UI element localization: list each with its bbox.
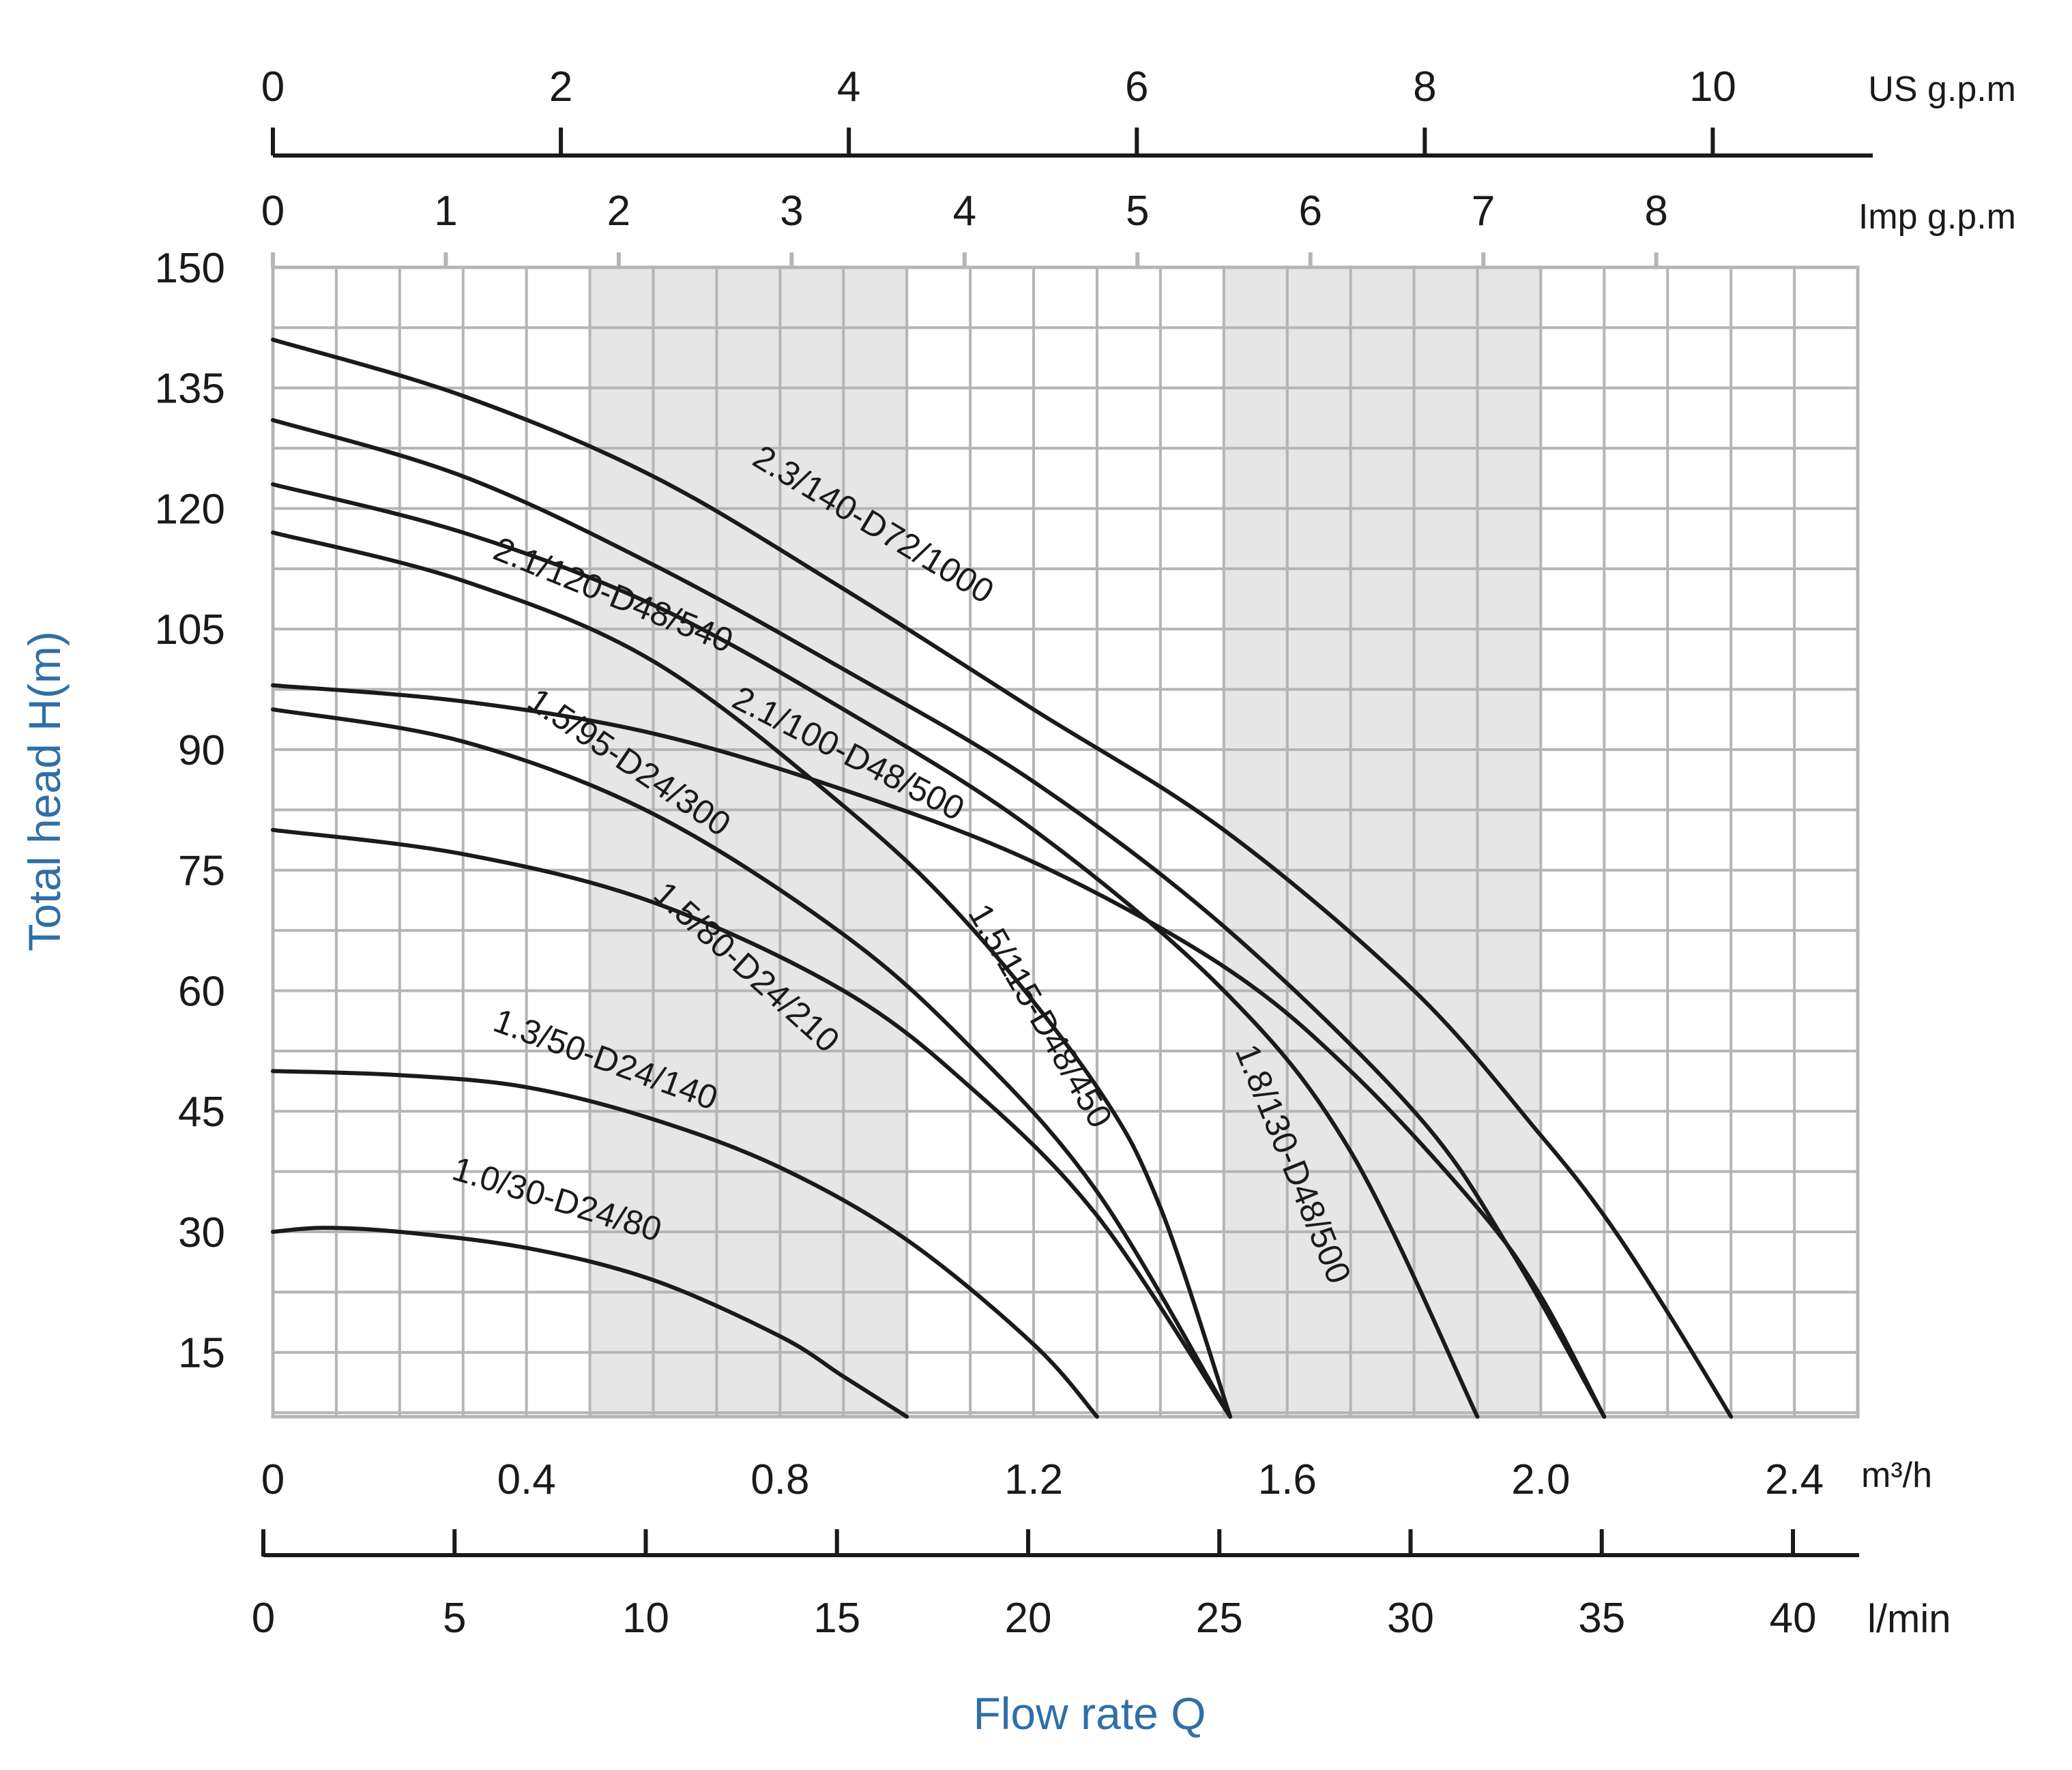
axis-tick-label: 0.8 bbox=[750, 1456, 809, 1503]
axis-tick-label: 8 bbox=[1644, 188, 1667, 235]
y-tick-label: 30 bbox=[178, 1209, 225, 1256]
y-tick-label: 135 bbox=[155, 366, 225, 413]
m3h-axis: 0 0.4 0.8 1.2 1.6 2.0 2.4 m³/h bbox=[261, 1456, 1932, 1503]
imp-gpm-axis: 0 1 2 3 4 5 6 7 8 Imp g.p.m bbox=[261, 188, 2016, 267]
axis-tick-label: 35 bbox=[1578, 1595, 1625, 1642]
y-tick-label: 60 bbox=[178, 968, 225, 1015]
axis-tick-label: 1.2 bbox=[1004, 1456, 1063, 1503]
axis-tick-label: 3 bbox=[780, 188, 803, 235]
grid bbox=[271, 265, 1860, 1419]
plot-frame bbox=[271, 265, 1860, 1419]
top-axes: 0 2 4 6 8 10 US g.p.m 0 1 2 3 4 5 6 7 8 Imp g.p.m bbox=[261, 63, 2016, 267]
axis-tick-label: 10 bbox=[622, 1595, 669, 1642]
x-axis-title: Flow rate Q bbox=[973, 1688, 1206, 1739]
axis-tick-label: 40 bbox=[1770, 1595, 1817, 1642]
axis-tick-label: 2 bbox=[607, 188, 630, 235]
axis-tick-label: 2.0 bbox=[1511, 1456, 1570, 1503]
lmin-axis: 0 5 10 15 20 25 30 35 40 l/min bbox=[252, 1529, 1951, 1642]
axis-tick-label: 15 bbox=[813, 1595, 860, 1642]
axis-tick-label: 7 bbox=[1472, 188, 1495, 235]
pump-curve bbox=[271, 1069, 1099, 1419]
axis-tick-label: 4 bbox=[837, 63, 860, 110]
lmin-unit: l/min bbox=[1867, 1597, 1951, 1641]
pump-curve bbox=[271, 683, 1607, 1419]
pump-curve bbox=[271, 1226, 909, 1419]
pump-curve bbox=[271, 530, 1233, 1419]
curves bbox=[271, 338, 1734, 1419]
axis-tick-label: 1 bbox=[434, 188, 457, 235]
axis-tick-label: 10 bbox=[1689, 63, 1736, 110]
axis-tick-label: 0 bbox=[261, 63, 284, 110]
y-tick-label: 75 bbox=[178, 848, 225, 895]
us-gpm-axis: 0 2 4 6 8 10 US g.p.m bbox=[261, 63, 2016, 158]
axis-tick-label: 6 bbox=[1125, 63, 1148, 110]
axis-tick-label: 4 bbox=[953, 188, 976, 235]
pump-curve bbox=[271, 827, 1233, 1419]
axis-tick-label: 5 bbox=[1126, 188, 1149, 235]
us-gpm-unit: US g.p.m bbox=[1868, 70, 2016, 109]
axis-tick-label: 0 bbox=[261, 1456, 284, 1503]
pump-curve bbox=[271, 338, 1734, 1419]
axis-tick-label: 1.6 bbox=[1258, 1456, 1317, 1503]
y-tick-label: 15 bbox=[178, 1330, 225, 1377]
shaded-band bbox=[589, 267, 907, 1417]
axis-tick-label: 5 bbox=[443, 1595, 466, 1642]
axis-tick-label: 25 bbox=[1196, 1595, 1243, 1642]
pump-curve bbox=[271, 707, 1233, 1419]
m3h-unit: m³/h bbox=[1861, 1456, 1932, 1495]
shaded-bands bbox=[589, 267, 1541, 1417]
y-tick-label: 105 bbox=[155, 606, 225, 653]
axis-tick-label: 0 bbox=[252, 1595, 275, 1642]
axis-tick-label: 2.4 bbox=[1765, 1456, 1824, 1503]
axis-tick-label: 0.4 bbox=[497, 1456, 556, 1503]
axis-tick-label: 8 bbox=[1413, 63, 1436, 110]
y-axis-title: Total head H(m) bbox=[19, 631, 70, 952]
axis-tick-label: 30 bbox=[1387, 1595, 1434, 1642]
imp-gpm-unit: Imp g.p.m bbox=[1858, 197, 2016, 237]
axis-tick-label: 20 bbox=[1005, 1595, 1052, 1642]
shaded-band bbox=[1223, 267, 1541, 1417]
y-tick-label: 120 bbox=[155, 486, 225, 533]
bottom-axes: 0 0.4 0.8 1.2 1.6 2.0 2.4 m³/h 0 5 10 15 20 25 30 35 40… bbox=[252, 1456, 1951, 1642]
y-axis: 150 135 120 105 90 75 60 45 30 15 bbox=[155, 245, 225, 1377]
y-tick-label: 45 bbox=[178, 1089, 225, 1136]
axis-tick-label: 2 bbox=[549, 63, 572, 110]
y-tick-label: 150 bbox=[155, 245, 225, 292]
axis-tick-label: 0 bbox=[261, 188, 284, 235]
pump-curve bbox=[271, 417, 1607, 1419]
axis-tick-label: 6 bbox=[1298, 188, 1322, 235]
pump-curve bbox=[271, 482, 1480, 1419]
y-tick-label: 90 bbox=[178, 727, 225, 774]
